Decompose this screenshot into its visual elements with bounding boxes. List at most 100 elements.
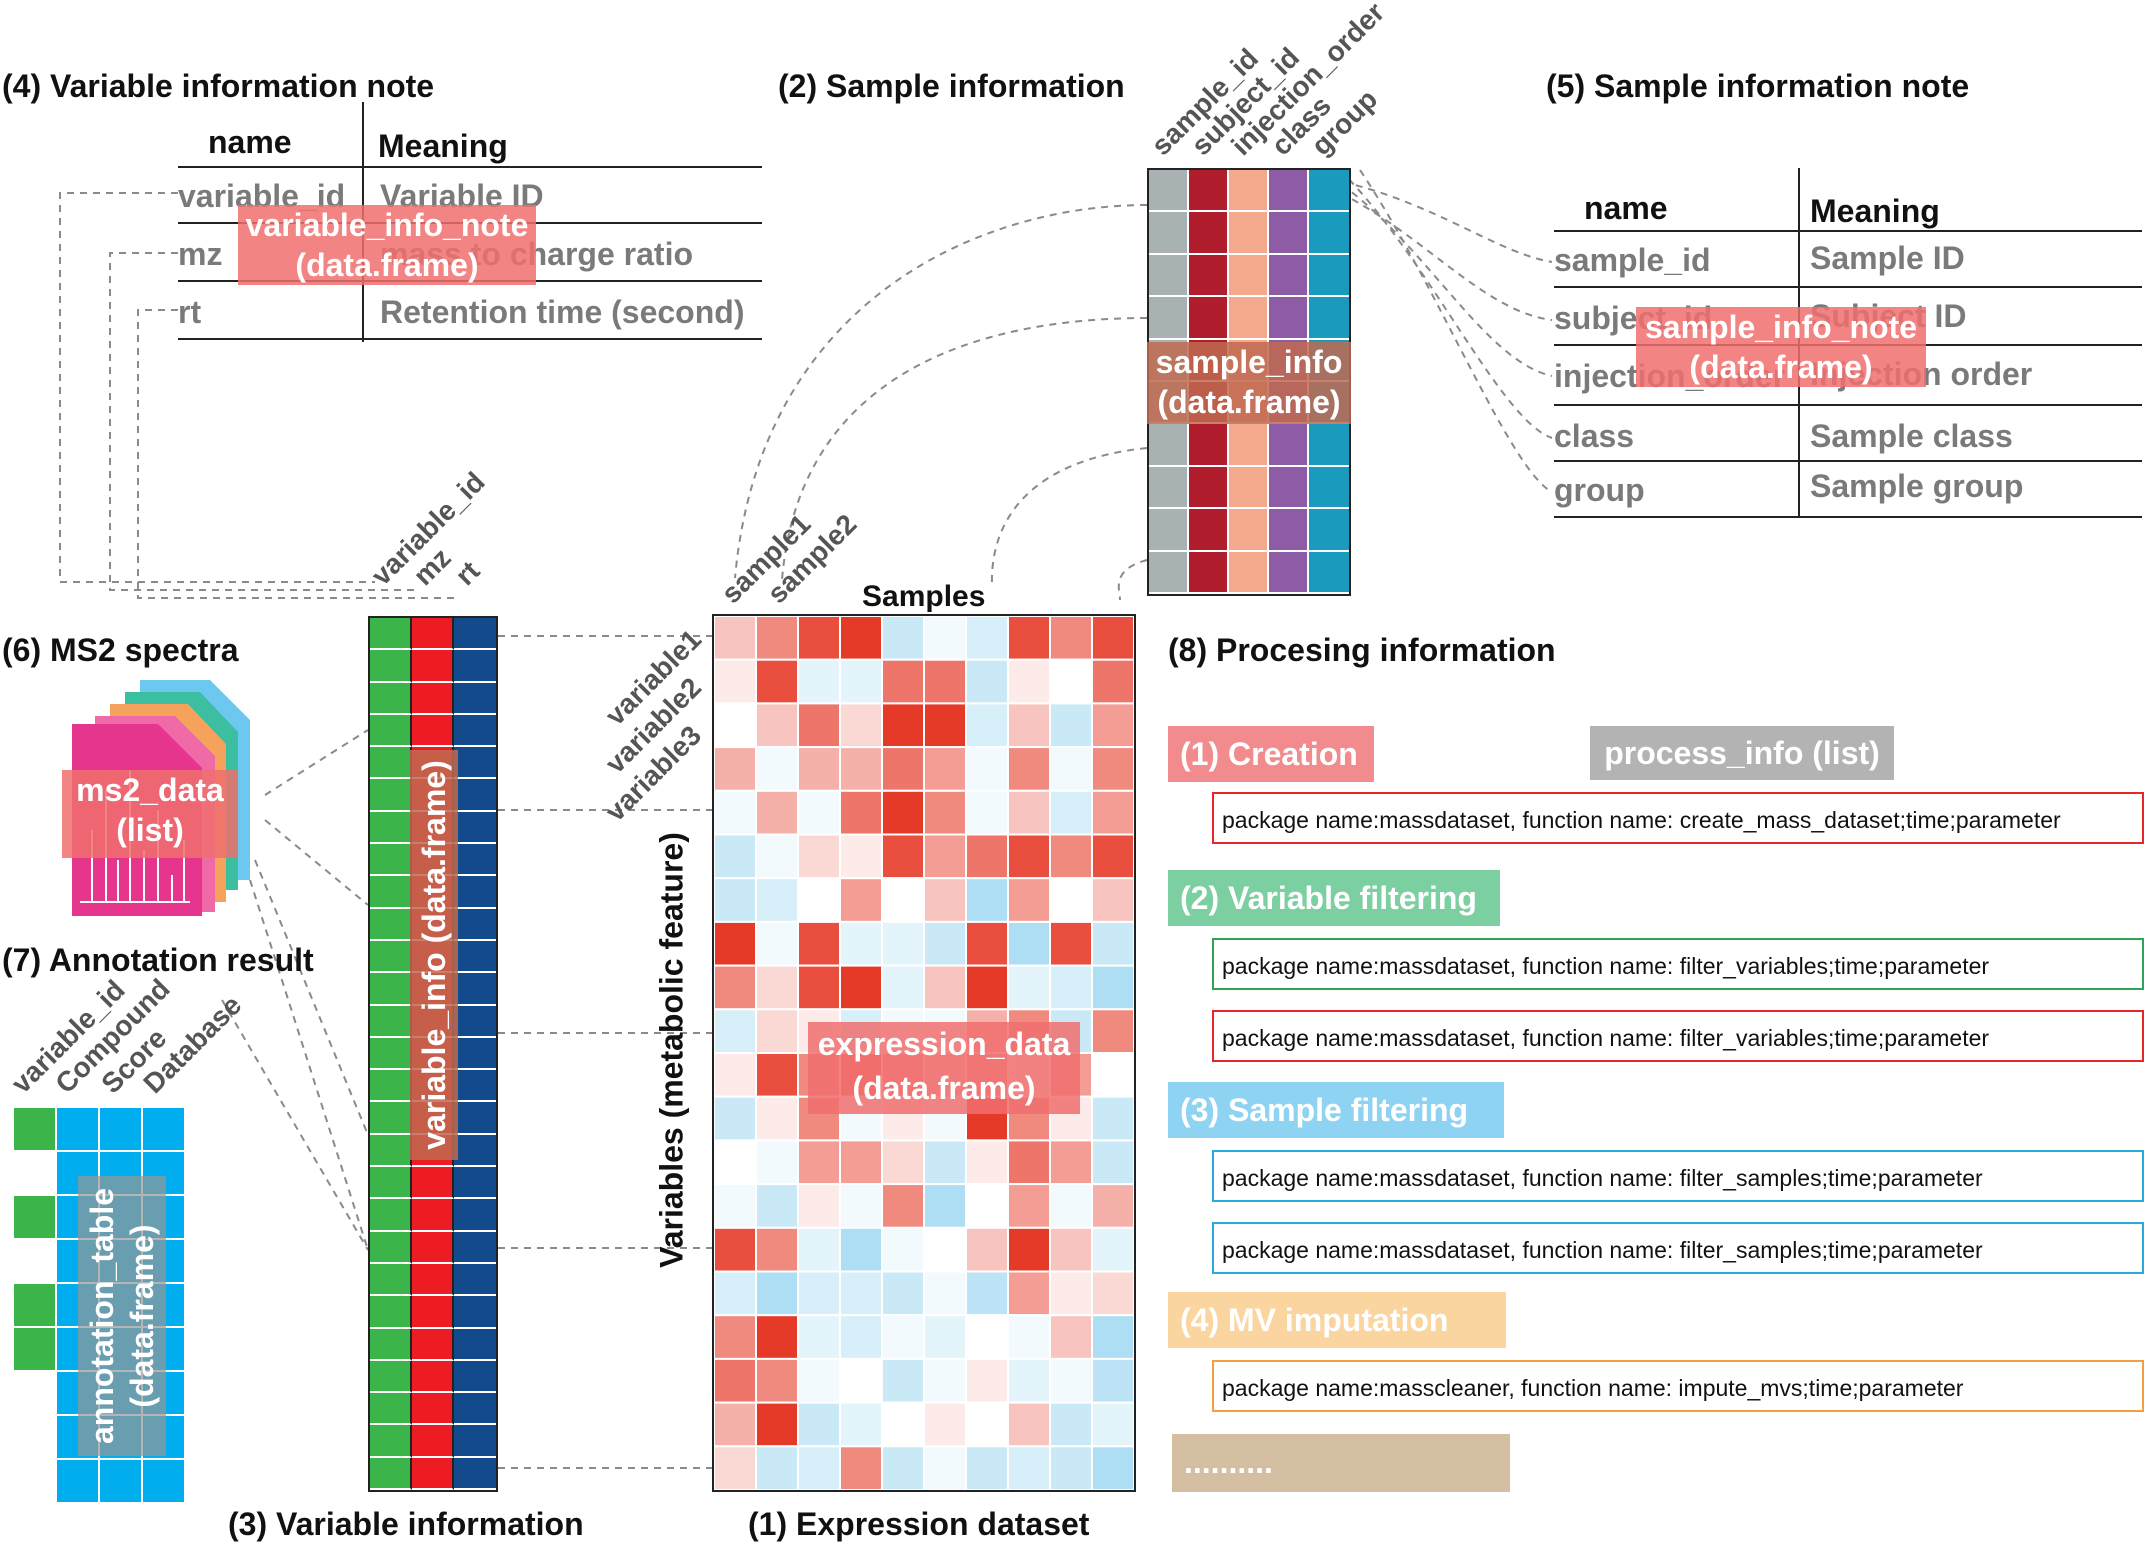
variable-info-cell (454, 1167, 496, 1200)
variable-info-badge: variable_info (data.frame) (410, 750, 458, 1160)
sample-note-row-meaning: Sample ID (1810, 240, 1965, 276)
heatmap-cell (1049, 920, 1093, 967)
ms2-data-badge: ms2_data (list) (62, 770, 238, 858)
variable-info-cell (412, 682, 454, 715)
heatmap-cell (797, 1226, 841, 1273)
sample-info-cell (1309, 297, 1349, 340)
badge-line: (list) (116, 812, 184, 848)
variable-info-cell (370, 973, 412, 1006)
sample-info-cell (1309, 509, 1349, 552)
variable-info-cell (370, 1231, 412, 1264)
badge-line: annotation_table (84, 1187, 120, 1445)
process-step-record: package name:massdataset, function name:… (1212, 1222, 2144, 1274)
annotation-variable-cell (14, 1196, 55, 1238)
heatmap-cell (713, 1183, 757, 1229)
sample-info-cell (1149, 254, 1189, 298)
heatmap-cell (923, 1401, 967, 1448)
sample-info-cell (1189, 509, 1229, 552)
heatmap-cell (923, 789, 967, 836)
heatmap-cell (713, 1095, 757, 1142)
process-step-header: (1) Creation (1168, 726, 1374, 782)
sample-info-cell (1149, 466, 1189, 510)
badge-line: ms2_data (76, 772, 224, 808)
heatmap-cell (797, 1314, 841, 1360)
heatmap-cell (839, 746, 883, 792)
heatmap-cell (713, 1008, 757, 1054)
heatmap-cell (839, 1445, 883, 1491)
variable-info-cell (412, 1263, 454, 1297)
heatmap-cell (1049, 615, 1093, 661)
heatmap-cell (1007, 1139, 1051, 1186)
variable-info-cell (370, 811, 412, 845)
variable-note-row-meaning: Retention time (second) (380, 294, 745, 330)
variable-info-cell (370, 747, 412, 780)
heatmap-cell (881, 1357, 925, 1404)
sample-info-cell (1149, 424, 1189, 467)
sample-note-rule (1554, 230, 2142, 232)
annotation-cell (57, 1108, 98, 1150)
process-step-header: (2) Variable filtering (1168, 870, 1500, 926)
heatmap-cell (713, 658, 757, 705)
heatmap-cell (755, 615, 799, 661)
variable-info-cell (454, 1425, 496, 1458)
sample-info-cell (1229, 297, 1269, 340)
heatmap-cell (755, 1095, 799, 1142)
variable-info-cell (454, 747, 496, 780)
heatmap-cell (1091, 1401, 1135, 1448)
heatmap-cell (1049, 1445, 1093, 1491)
variable-note-rule (178, 338, 762, 340)
heatmap-cell (1049, 1357, 1093, 1404)
heatmap-cell (755, 1052, 799, 1098)
variable-info-cell (412, 1360, 454, 1394)
heatmap-cell (965, 615, 1009, 661)
annotation-variable-cell (14, 1108, 55, 1150)
heatmap-cell (881, 1226, 925, 1273)
heatmap-cell (755, 1183, 799, 1229)
heatmap-cell (965, 920, 1009, 967)
heatmap-cell (1049, 1314, 1093, 1360)
heatmap-cell (1007, 1401, 1051, 1448)
variable-note-head-name: name (208, 124, 292, 160)
heatmap-cell (1007, 615, 1051, 661)
heatmap-cell (965, 702, 1009, 749)
sample-note-row-meaning: Sample class (1810, 418, 2013, 454)
heatmap-cell (713, 1139, 757, 1186)
sample-info-cell (1229, 509, 1269, 552)
heatmap-cell (1049, 746, 1093, 792)
heatmap-cell (1091, 1314, 1135, 1360)
sample-info-cell (1269, 212, 1309, 255)
variable-info-note-badge: variable_info_note (data.frame) (238, 205, 536, 285)
heatmap-cell (755, 833, 799, 880)
sample-note-rule (1554, 516, 2142, 518)
heatmap-cell (1007, 920, 1051, 967)
variable-info-cell (454, 714, 496, 748)
sample-info-cell (1309, 212, 1349, 255)
heatmap-cell (755, 1008, 799, 1054)
heatmap-cell (1007, 1226, 1051, 1273)
variable-info-cell (454, 1199, 496, 1232)
sample-note-row-name: group (1554, 472, 1645, 508)
variable-info-cell (370, 1070, 412, 1103)
heatmap-cell (1091, 1357, 1135, 1404)
heatmap-cell (713, 1401, 757, 1448)
heatmap-cell (797, 1139, 841, 1186)
sample-info-cell (1149, 551, 1189, 594)
process-step-record: package name:massdataset, function name:… (1212, 1150, 2144, 1202)
process-step-record: package name:massdataset, function name:… (1212, 792, 2144, 844)
heatmap-cell (1091, 964, 1135, 1011)
badge-line: sample_info_note (1644, 309, 1918, 345)
badge-line: (data.frame) (1157, 384, 1341, 420)
heatmap-cell (1049, 1401, 1093, 1448)
process-info-badge: process_info (list) (1590, 726, 1894, 780)
heatmap-cell (1007, 789, 1051, 836)
samples-axis-label: Samples (862, 580, 986, 613)
heatmap-cell (881, 789, 925, 836)
heatmap-cell (923, 1270, 967, 1317)
heatmap-cell (797, 877, 841, 923)
heatmap-cell (755, 746, 799, 792)
heatmap-cell (923, 1226, 967, 1273)
heatmap-cell (965, 658, 1009, 705)
heatmap-cell (881, 920, 925, 967)
variable-info-cell (370, 714, 412, 748)
